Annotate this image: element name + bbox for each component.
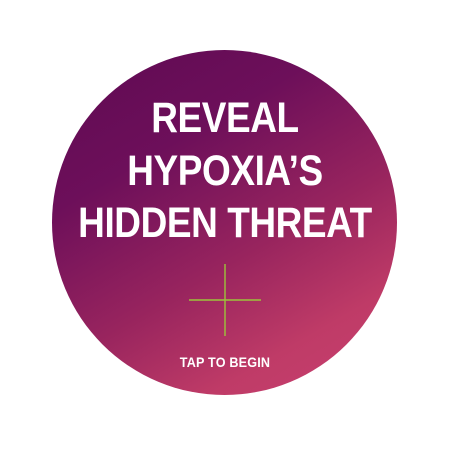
headline-line-3: HIDDEN THREAT [78,199,372,247]
tap-to-begin-label[interactable]: TAP TO BEGIN [179,354,271,370]
start-circle-button[interactable] [52,50,397,395]
headline-line-2: HYPOXIA’S [127,147,323,195]
headline-line-1: REVEAL [151,94,299,142]
crosshair-icon [189,264,261,336]
